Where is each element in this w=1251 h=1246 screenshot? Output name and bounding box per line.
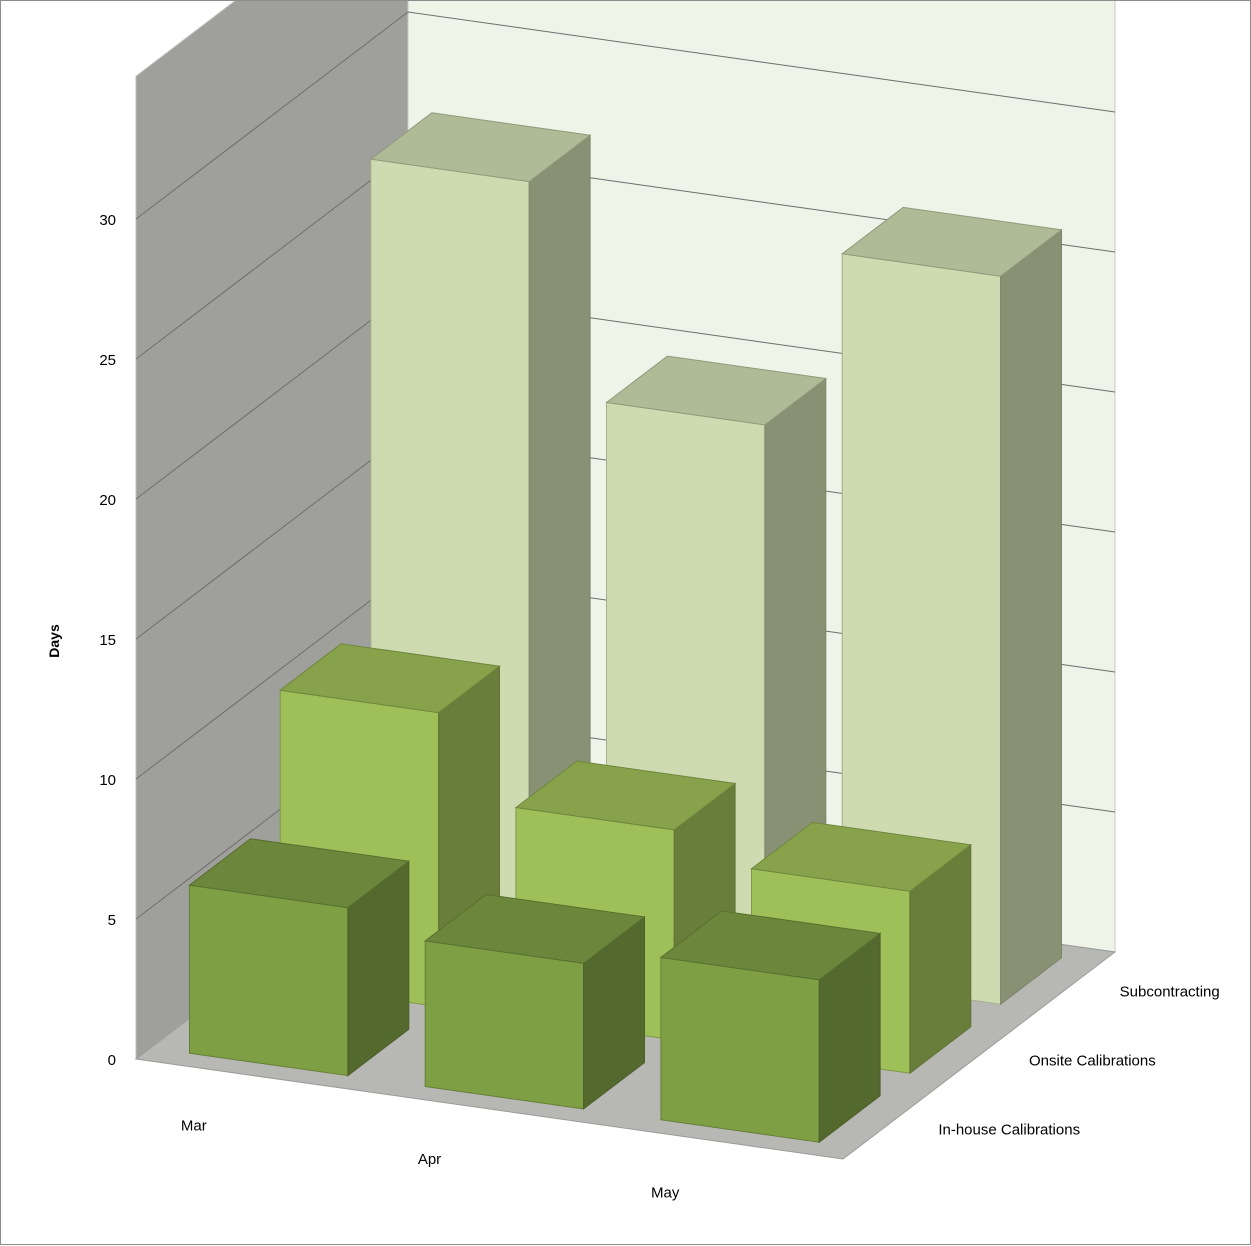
series-label: Onsite Calibrations [1029, 1053, 1156, 1070]
bar-top [750, 821, 973, 892]
bar-top [659, 910, 882, 981]
bar-top [423, 893, 646, 964]
category-label: Mar [181, 1118, 207, 1135]
bar-0-0 [188, 838, 411, 1077]
bar-front [660, 956, 820, 1143]
series-label: Subcontracting [1120, 984, 1220, 1001]
bar-top [605, 355, 828, 426]
gridline [135, 11, 1116, 220]
bar-side [1000, 228, 1062, 1006]
bar-top [840, 206, 1063, 277]
category-label: Apr [418, 1151, 441, 1168]
bar-front [424, 940, 585, 1110]
y-axis-title: Days [46, 624, 62, 658]
bar-top [188, 838, 411, 909]
bar-top [514, 760, 737, 831]
y-tick-label: 10 [99, 772, 116, 789]
y-tick-label: 30 [99, 212, 116, 229]
y-tick-label: 25 [99, 352, 116, 369]
bar-2-2 [840, 206, 1063, 1006]
bar-front [189, 884, 349, 1077]
bar-0-2 [659, 910, 882, 1144]
bar-top [278, 643, 501, 714]
chart-labels: 0 5 10 15 20 25 30 Days Mar Apr May In-house Calibr… [46, 212, 1220, 1201]
y-tick-label: 5 [108, 912, 116, 929]
bar-top [369, 112, 592, 183]
y-tick-label: 15 [99, 632, 116, 649]
category-label: May [651, 1184, 680, 1201]
bar-0-1 [423, 893, 646, 1110]
y-tick-label: 0 [108, 1052, 116, 1069]
chart-bars [188, 112, 1063, 1144]
series-label: In-house Calibrations [938, 1122, 1080, 1139]
y-tick-label: 20 [99, 492, 116, 509]
